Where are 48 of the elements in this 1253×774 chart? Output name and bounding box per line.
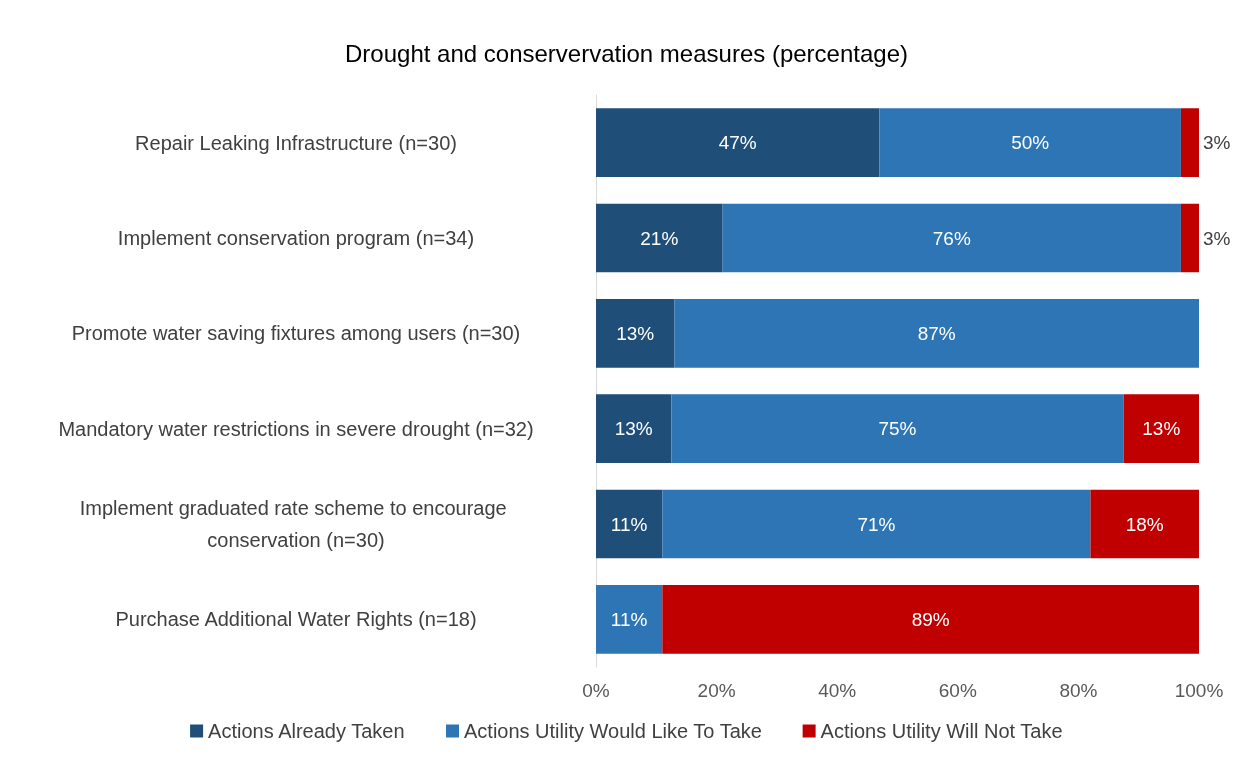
bar	[596, 394, 672, 463]
y-tick-label: Purchase Additional Water Rights (n=18)	[115, 608, 477, 631]
x-tick-label: 40%	[818, 680, 857, 701]
y-tick-label: Implement conservation program (n=34)	[117, 227, 475, 249]
chart-title: Drought and conservervation measures (percentage)	[345, 39, 908, 67]
data-label: 75%	[878, 418, 917, 440]
data-label: 47%	[718, 132, 757, 154]
data-label: 89%	[911, 608, 950, 630]
bar	[879, 108, 1181, 177]
x-tick-label: 60%	[938, 680, 977, 701]
y-tick-label: Repair Leaking Infrastructure (n=30)	[135, 131, 457, 154]
legend-label: Actions Utility Will Not Take	[820, 720, 1063, 742]
data-label: 13%	[1142, 418, 1181, 440]
y-tick-label: Promote water saving fixtures among users (n=30)	[71, 322, 521, 345]
y-tick-label: Implement graduated rate scheme to encourage conservation (n=30)	[79, 497, 513, 551]
bar	[671, 394, 1124, 463]
data-label: 21%	[640, 227, 679, 249]
data-label: 87%	[917, 322, 956, 344]
bar	[596, 203, 723, 273]
bar	[596, 489, 663, 559]
bar	[662, 489, 1091, 559]
legend-label: Actions Utility Would Like To Take	[463, 720, 762, 742]
data-label: 3%	[1203, 132, 1231, 154]
legend-label: Actions Already Taken	[208, 720, 405, 742]
x-tick-label: 0%	[582, 680, 610, 701]
bar	[1180, 108, 1199, 177]
bar	[1123, 394, 1199, 463]
bar	[596, 108, 880, 177]
data-label: 11%	[610, 513, 648, 535]
data-label: 11%	[610, 608, 648, 630]
bar	[1090, 489, 1199, 559]
x-tick-label: 80%	[1059, 680, 1098, 701]
bar	[1180, 203, 1199, 273]
data-label: 3%	[1203, 227, 1231, 249]
x-tick-label: 100%	[1174, 680, 1224, 701]
data-label: 18%	[1125, 513, 1164, 535]
bar	[596, 585, 663, 654]
bar	[674, 299, 1199, 368]
data-label: 50%	[1011, 132, 1050, 154]
data-label: 13%	[616, 322, 655, 344]
bar	[722, 203, 1181, 273]
y-tick-label: Mandatory water restrictions in severe drought (n=32)	[58, 417, 534, 440]
bar	[596, 299, 675, 368]
data-label: 76%	[932, 227, 971, 249]
x-tick-label: 20%	[697, 680, 736, 701]
data-label: 13%	[614, 418, 653, 440]
bar	[662, 585, 1199, 654]
data-label: 71%	[857, 513, 896, 535]
